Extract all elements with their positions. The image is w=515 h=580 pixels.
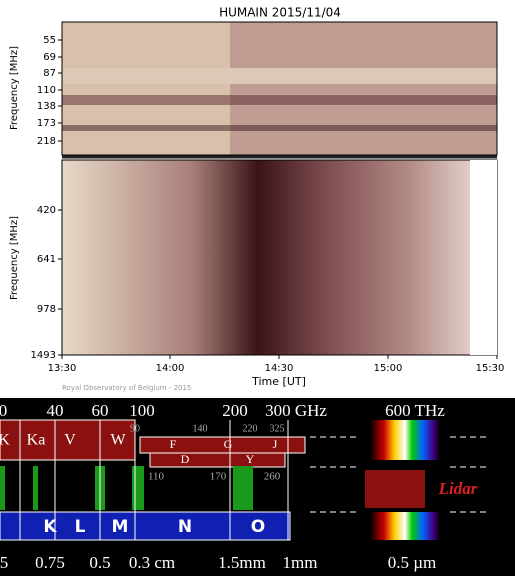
sub-band: Y — [246, 452, 255, 466]
y-tick-label: 110 — [37, 85, 56, 96]
spectrum — [370, 512, 440, 540]
sub-band-row — [139, 436, 306, 454]
y-tick-label: 55 — [43, 35, 56, 46]
x-tick-label: 14:30 — [265, 363, 294, 374]
window — [0, 466, 5, 510]
upper-burst — [230, 22, 497, 155]
y-tick-label: 87 — [43, 68, 56, 79]
upper-frame — [61, 21, 498, 156]
bottom-label: 1mm — [283, 553, 318, 572]
window — [33, 466, 38, 510]
window — [132, 466, 144, 510]
spectrogram: HUMAIN 2015/11/04 Frequency [MHz] Freque… — [9, 6, 504, 393]
sub-band: F — [170, 437, 177, 451]
ieee-band: M — [112, 517, 129, 537]
top-label: 60 — [92, 401, 109, 420]
top-label: 100 — [129, 401, 155, 420]
y-tick-label: 978 — [37, 304, 56, 315]
x-label: Time [UT] — [251, 375, 306, 388]
y-label: Frequency [MHz] — [9, 216, 20, 300]
top-label: 0 — [0, 401, 7, 420]
radar-band: V — [64, 432, 76, 449]
band-stripe — [62, 95, 497, 105]
x-tick-label: 15:30 — [476, 363, 505, 374]
window — [233, 466, 253, 510]
lidar-label: Lidar — [438, 479, 478, 498]
ieee-band: O — [251, 517, 265, 537]
sub-number: 325 — [270, 423, 285, 434]
top-label: 200 — [222, 401, 248, 420]
window-number: 110 — [148, 471, 165, 483]
y-tick-label: 1493 — [31, 350, 56, 361]
bottom-label: 0.5 µm — [388, 553, 437, 572]
top-label: 40 — [47, 401, 64, 420]
sub-band-row — [149, 452, 286, 468]
ieee-band: K — [43, 517, 57, 537]
ieee-row — [0, 511, 291, 541]
y-label: Frequency [MHz] — [9, 46, 20, 130]
x-tick-label: 13:30 — [48, 363, 77, 374]
sub-number: 90 — [130, 423, 140, 434]
band-chart: Lidar 0 40 60 100 200 300 GHz 600 THz K Ka V W 90 14… — [0, 398, 515, 576]
bottom-label: 1.5mm — [218, 553, 266, 572]
sub-number: 220 — [243, 423, 258, 434]
title: HUMAIN 2015/11/04 — [219, 6, 341, 20]
band-stripe — [62, 68, 497, 84]
sub-band: G — [224, 437, 233, 451]
y-tick-label: 138 — [37, 101, 56, 112]
radar-band: Ka — [27, 432, 46, 449]
y-tick-label: 218 — [37, 136, 56, 147]
window-number: 260 — [264, 471, 281, 483]
credit: Royal Observatory of Belgium - 2015 — [62, 384, 191, 392]
dividers — [19, 420, 490, 540]
ieee-band: L — [75, 517, 86, 537]
top-label: 300 GHz — [265, 401, 327, 420]
window-number: 170 — [210, 471, 227, 483]
top-label: 600 THz — [385, 401, 445, 420]
bottom-label: 0.5 — [89, 553, 110, 572]
no-data — [470, 160, 497, 355]
sub-band: D — [181, 452, 190, 466]
radar-band: K — [0, 432, 10, 449]
sub-band: J — [273, 437, 278, 451]
x-tick-label: 15:00 — [374, 363, 403, 374]
y-tick-label: 420 — [37, 205, 56, 216]
lidar-box — [365, 470, 425, 508]
y-tick-label: 173 — [37, 118, 56, 129]
y-tick-label: 641 — [37, 254, 56, 265]
radar-band: W — [110, 432, 126, 449]
lower-panel — [62, 160, 497, 355]
ieee-band: N — [178, 517, 192, 537]
sub-number: 140 — [193, 423, 208, 434]
y-tick-label: 69 — [43, 52, 56, 63]
bottom-label: 5 — [0, 553, 8, 572]
band-stripe — [62, 125, 497, 131]
x-tick-label: 14:00 — [156, 363, 185, 374]
bottom-label: 0.75 — [35, 553, 65, 572]
spectrum — [370, 420, 440, 460]
bottom-label: 0.3 cm — [129, 553, 175, 572]
